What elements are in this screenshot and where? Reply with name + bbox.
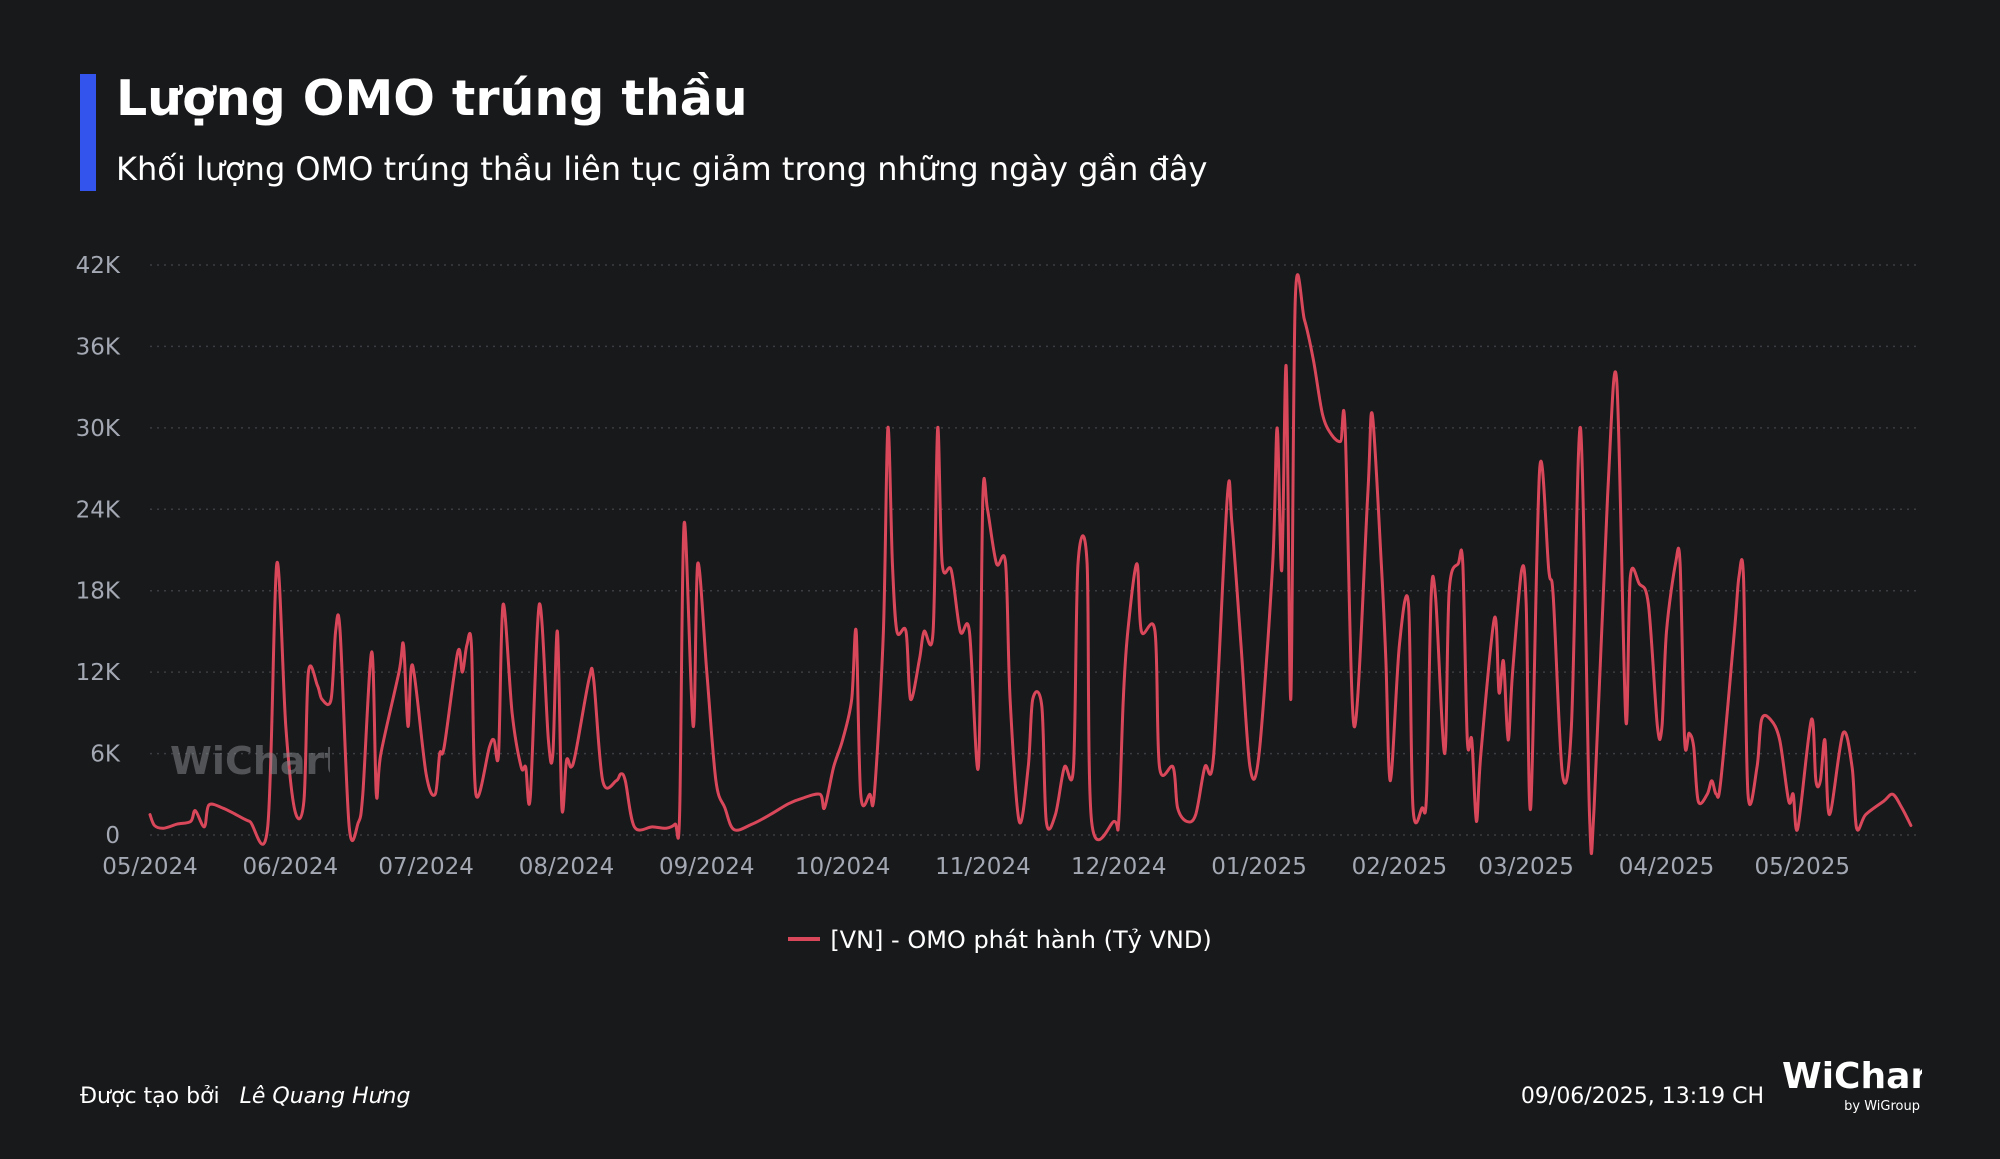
x-tick-label: 05/2024 — [102, 854, 198, 880]
x-tick-label: 03/2025 — [1478, 854, 1574, 880]
x-tick-label: 06/2024 — [243, 854, 339, 880]
created-by-label: Được tạo bởi — [80, 1084, 220, 1109]
watermark-text: WiChart — [170, 739, 330, 783]
y-tick-label: 30K — [76, 416, 121, 442]
wichart-brand-logo: WiChart by WiGroup — [1782, 1056, 1922, 1114]
x-tick-label: 04/2025 — [1619, 854, 1715, 880]
x-tick-label: 09/2024 — [659, 854, 755, 880]
y-tick-label: 36K — [76, 334, 121, 360]
y-tick-label: 24K — [76, 497, 121, 523]
x-tick-label: 10/2024 — [795, 854, 891, 880]
y-axis-ticks: 0 6K 12K 18K 24K 30K 36K 42K — [76, 253, 121, 849]
chart-subtitle: Khối lượng OMO trúng thầu liên tục giảm … — [116, 150, 1208, 188]
grid-lines — [150, 264, 1920, 836]
brand-logo-text: WiChart — [1782, 1056, 1922, 1097]
brand-byline: by WiGroup — [1844, 1099, 1920, 1114]
x-tick-label: 07/2024 — [378, 854, 474, 880]
y-tick-label: 0 — [105, 823, 120, 849]
x-tick-label: 05/2025 — [1755, 854, 1851, 880]
legend-swatch — [788, 937, 821, 941]
y-tick-label: 6K — [90, 742, 121, 768]
title-accent-bar — [80, 74, 96, 191]
footer-timestamp: 09/06/2025, 13:19 CH — [1520, 1084, 1764, 1109]
x-tick-label: 08/2024 — [519, 854, 615, 880]
series-layer — [148, 273, 1913, 855]
x-tick-label: 01/2025 — [1211, 854, 1307, 880]
author-name: Lê Quang Hưng — [239, 1084, 411, 1109]
x-axis-ticks: 05/2024 06/2024 07/2024 08/2024 09/2024 10/20… — [102, 854, 1850, 880]
chart-title: Lượng OMO trúng thầu — [116, 70, 748, 127]
y-tick-label: 42K — [76, 253, 121, 279]
x-tick-label: 02/2025 — [1352, 854, 1448, 880]
x-tick-label: 11/2024 — [935, 854, 1031, 880]
footer-credit: Được tạo bởi Lê Quang Hưng — [80, 1084, 410, 1109]
chart-legend[interactable]: [VN] - OMO phát hành (Tỷ VND) — [0, 926, 2000, 954]
wichart-watermark-logo: WiChart — [170, 739, 330, 783]
legend-label: [VN] - OMO phát hành (Tỷ VND) — [830, 926, 1212, 954]
x-tick-label: 12/2024 — [1071, 854, 1167, 880]
y-tick-label: 12K — [76, 660, 121, 686]
series-line[interactable] — [148, 273, 1913, 855]
y-tick-label: 18K — [76, 579, 121, 605]
